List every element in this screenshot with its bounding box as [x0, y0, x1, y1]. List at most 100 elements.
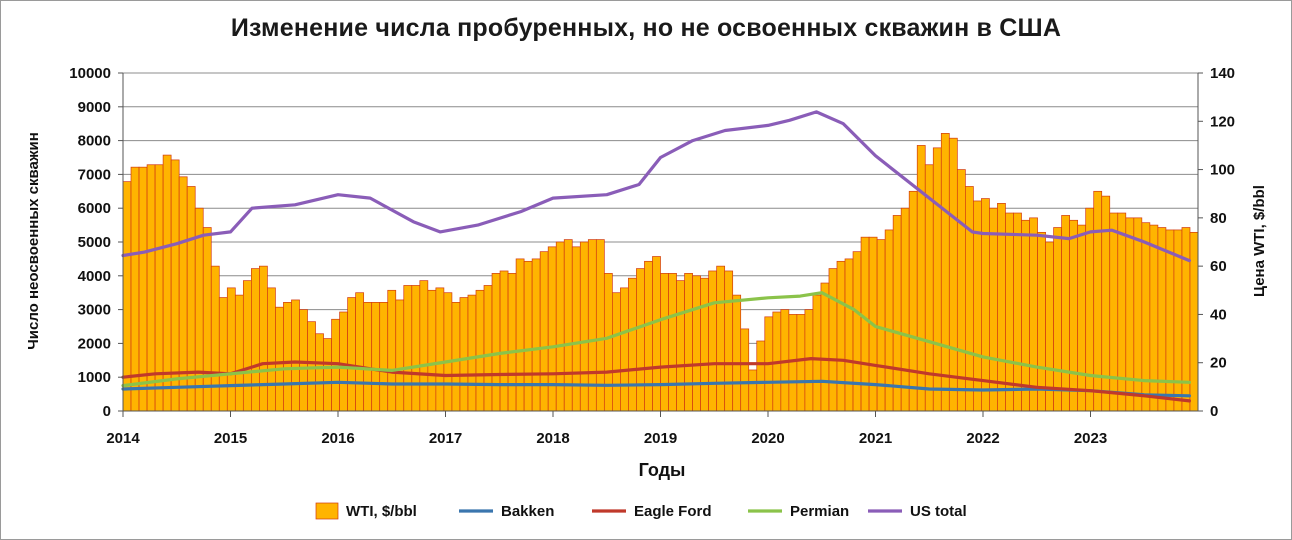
bar-wti	[395, 299, 405, 412]
y-left-tick-label: 10000	[69, 65, 111, 82]
bar-wti	[1165, 229, 1175, 412]
bar-wti	[531, 258, 541, 412]
y-right-tick-label: 140	[1210, 65, 1235, 82]
y-right-tick-label: 80	[1210, 210, 1227, 227]
legend: WTI, $/bbl Bakken Eagle Ford Permian US tota…	[315, 502, 967, 520]
x-tick-label: 2020	[751, 430, 784, 447]
bar-wti	[1133, 217, 1143, 412]
bar-wti	[716, 265, 726, 412]
x-tick-label: 2017	[429, 430, 462, 447]
line-series-group	[121, 110, 1191, 403]
bar-wti	[507, 273, 517, 412]
bar-wti	[796, 314, 806, 412]
line-bakken	[121, 379, 1191, 398]
legend-label-wti-bbl: WTI, $/bbl	[346, 503, 417, 520]
bar-wti	[788, 314, 798, 412]
bar-wti	[1061, 215, 1070, 412]
bar-wti	[724, 270, 734, 412]
bar-wti	[299, 309, 308, 412]
bar-wti	[427, 289, 437, 412]
bar-wti	[1125, 217, 1135, 412]
bar-wti	[844, 258, 854, 412]
bar-wti	[363, 302, 373, 412]
bar-wti	[956, 169, 966, 412]
line-us-total	[121, 110, 1191, 263]
bar-wti	[387, 289, 397, 412]
y-left-tick-label: 3000	[78, 302, 111, 319]
bar-wti	[459, 297, 469, 412]
bar-wti	[748, 369, 758, 412]
x-tick-label: 2015	[214, 430, 247, 447]
y-right-tick-label: 0	[1210, 403, 1218, 420]
x-tick-label: 2023	[1074, 430, 1107, 447]
y-left-tick-label: 8000	[78, 133, 111, 150]
bar-wti	[700, 277, 709, 412]
legend-label-us-total: US total	[910, 503, 967, 520]
bar-wti	[1069, 219, 1079, 412]
y-right-tick-label: 60	[1210, 258, 1227, 275]
y-axis-right-label: Цена WTI, $/bbl	[1251, 185, 1268, 297]
y-right-tick-label: 40	[1210, 306, 1227, 323]
bar-wti	[315, 333, 324, 412]
bar-wti	[515, 258, 525, 412]
bar-wti	[644, 260, 653, 412]
bar-wti	[547, 246, 557, 412]
bar-wti	[202, 227, 212, 412]
bar-wti	[812, 294, 822, 412]
bar-wti	[628, 277, 637, 412]
bar-wti	[1013, 212, 1022, 412]
bar-wti	[1029, 217, 1038, 412]
bar-wti	[355, 292, 365, 412]
bar-wti	[275, 306, 284, 412]
bar-wti	[283, 302, 292, 412]
bar-wti	[620, 287, 629, 412]
bar-wti	[1077, 224, 1087, 412]
x-axis-label: Годы	[639, 460, 686, 480]
x-tick-label: 2016	[321, 430, 354, 447]
bar-wti	[267, 287, 276, 412]
bar-wti	[435, 287, 445, 412]
bar-wti	[291, 299, 300, 412]
bar-wti	[499, 270, 509, 412]
x-tick-label: 2014	[106, 430, 140, 447]
bar-wti	[347, 297, 357, 412]
bar-wti	[242, 280, 252, 412]
bar-wti	[660, 273, 669, 412]
bar-wti	[1053, 227, 1062, 412]
bar-wti	[1109, 212, 1119, 412]
bar-wti	[836, 260, 846, 412]
bar-wti	[371, 302, 381, 412]
bar-wti	[900, 207, 910, 412]
bar-wti	[1141, 222, 1151, 412]
bar-wti	[323, 338, 332, 412]
bar-wti	[475, 289, 485, 412]
bar-wti	[852, 251, 862, 412]
y-axis-left-label: Число неосвоенных скважин	[25, 132, 42, 350]
bar-wti	[676, 280, 685, 412]
x-tick-label: 2021	[859, 430, 892, 447]
bar-wti	[948, 137, 958, 412]
chart-title: Изменение числа пробуренных, но не освое…	[230, 14, 1062, 42]
y-right-tick-label: 20	[1210, 355, 1227, 372]
bar-wti	[692, 275, 701, 412]
bar-wti	[1117, 212, 1127, 412]
bar-wti	[612, 292, 621, 412]
bar-wti	[234, 294, 244, 412]
bar-wti	[1021, 219, 1030, 412]
bar-wti	[251, 268, 260, 412]
bar-wti	[178, 176, 188, 412]
bar-wti	[443, 292, 453, 412]
bar-wti	[339, 311, 348, 412]
bar-wti	[1037, 231, 1046, 412]
y-left-tick-label: 7000	[78, 166, 111, 183]
bar-wti	[668, 273, 677, 412]
legend-label-eagle-ford: Eagle Ford	[634, 503, 712, 520]
bar-wti	[259, 265, 268, 412]
bar-wti	[884, 229, 894, 412]
bar-wti	[1005, 212, 1014, 412]
bar-wti	[652, 256, 661, 412]
bar-wti	[210, 265, 220, 412]
bar-wti	[892, 215, 902, 412]
bar-wti	[908, 190, 918, 412]
